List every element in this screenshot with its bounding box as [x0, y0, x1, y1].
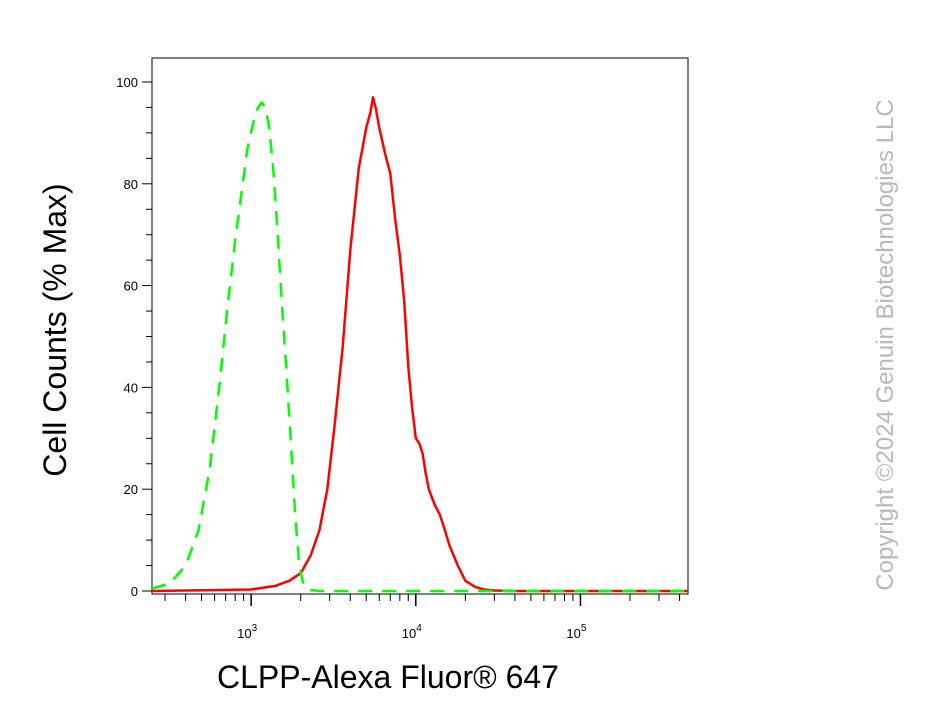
- y-axis-title: Cell Counts (% Max): [37, 183, 73, 476]
- y-tick-label: 0: [131, 584, 138, 599]
- copyright-watermark: Copyright ©2024 Genuin Biotechnologies L…: [872, 99, 899, 590]
- plot-frame: [151, 57, 689, 595]
- series-line-1: [151, 101, 688, 593]
- x-tick-exponent: 5: [581, 623, 587, 634]
- x-tick-label: 104: [402, 623, 422, 641]
- x-tick-exponent: 3: [252, 623, 258, 634]
- x-tick-base: 10: [237, 626, 251, 641]
- x-tick-base: 10: [402, 626, 416, 641]
- x-tick-label: 105: [566, 623, 586, 641]
- x-axis-title: CLPP-Alexa Fluor® 647: [217, 659, 559, 695]
- series-layer: [151, 96, 688, 593]
- y-tick-label: 20: [124, 482, 138, 497]
- y-axis-ticks: 0 20 40 60 80 100: [116, 75, 152, 599]
- x-axis-ticks: 103 104 105: [164, 594, 681, 641]
- x-tick-label: 103: [237, 623, 257, 641]
- x-tick-base: 10: [566, 626, 580, 641]
- y-tick-label: 60: [124, 279, 138, 294]
- series-line-0: [151, 96, 688, 593]
- x-tick-exponent: 4: [416, 623, 422, 634]
- y-tick-label: 100: [116, 75, 138, 90]
- y-tick-label: 40: [124, 380, 138, 395]
- y-tick-label: 80: [124, 177, 138, 192]
